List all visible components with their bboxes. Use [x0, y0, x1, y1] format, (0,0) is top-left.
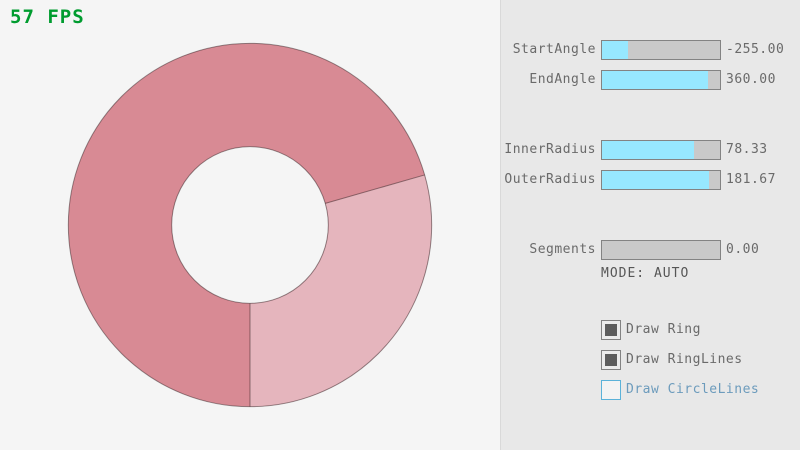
inner-radius-slider-label: InnerRadius [504, 142, 596, 157]
controls-panel: StartAngle -255.00 EndAngle 360.00 InnerRadi… [500, 0, 800, 450]
inner-radius-slider[interactable] [601, 140, 721, 160]
inner-radius-slider-row: InnerRadius 78.33 [501, 140, 800, 160]
ring-light-sector [250, 174, 432, 407]
fps-counter: 57 FPS [10, 6, 85, 28]
outer-radius-slider-label: OuterRadius [504, 172, 596, 187]
start-angle-slider[interactable] [601, 40, 721, 60]
ring-canvas [67, 42, 433, 408]
ring-inner-line [171, 146, 329, 304]
draw-ring-lines-checkbox-label: Draw RingLines [626, 352, 743, 367]
draw-circle-lines-checkbox-row: Draw CircleLines [501, 380, 800, 400]
mode-label: MODE: AUTO [601, 266, 690, 281]
segments-slider[interactable] [601, 240, 721, 260]
outer-radius-slider[interactable] [601, 170, 721, 190]
draw-circle-lines-checkbox[interactable] [601, 380, 621, 400]
segments-slider-value: 0.00 [726, 242, 760, 257]
end-angle-slider[interactable] [601, 70, 721, 90]
draw-ring-checkbox[interactable] [601, 320, 621, 340]
inner-radius-slider-fill [602, 141, 695, 159]
end-angle-slider-label: EndAngle [529, 72, 596, 87]
outer-radius-slider-value: 181.67 [726, 172, 776, 187]
start-angle-slider-fill [602, 41, 628, 59]
outer-radius-slider-row: OuterRadius 181.67 [501, 170, 800, 190]
outer-radius-slider-fill [602, 171, 710, 189]
checkmark-fill-icon [605, 354, 617, 366]
end-angle-slider-fill [602, 71, 709, 89]
ring-outer-line [67, 42, 433, 408]
checkmark-fill-icon [605, 324, 617, 336]
ring-radial-line [325, 174, 425, 204]
start-angle-slider-row: StartAngle -255.00 [501, 40, 800, 60]
inner-radius-slider-value: 78.33 [726, 142, 768, 157]
draw-ring-lines-checkbox[interactable] [601, 350, 621, 370]
draw-ring-checkbox-label: Draw Ring [626, 322, 701, 337]
start-angle-slider-label: StartAngle [512, 42, 596, 57]
draw-circle-lines-checkbox-label: Draw CircleLines [626, 382, 760, 397]
draw-ring-lines-checkbox-row: Draw RingLines [501, 350, 800, 370]
start-angle-slider-value: -255.00 [726, 42, 785, 57]
end-angle-slider-row: EndAngle 360.00 [501, 70, 800, 90]
end-angle-slider-value: 360.00 [726, 72, 776, 87]
draw-ring-checkbox-row: Draw Ring [501, 320, 800, 340]
segments-slider-row: Segments 0.00 [501, 240, 800, 260]
segments-slider-label: Segments [529, 242, 596, 257]
